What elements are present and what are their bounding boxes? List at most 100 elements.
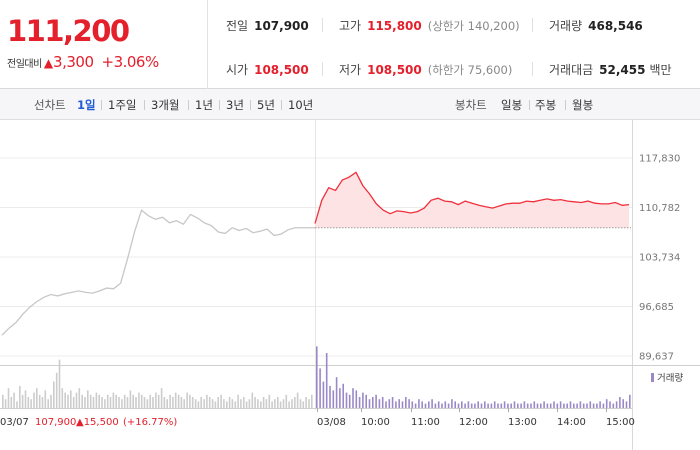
divider [322, 62, 323, 76]
volume-bar [53, 381, 55, 408]
volume-bar [16, 401, 18, 408]
volume-bar [322, 381, 325, 408]
y-tick-label: 89,637 [639, 352, 674, 363]
volume-stat: 거래량 468,546 [549, 17, 643, 34]
volume-bar [470, 403, 473, 408]
volume-bar [569, 401, 572, 408]
volume-bar [414, 403, 417, 408]
tab-daily-candle[interactable]: 일봉 [501, 98, 523, 112]
volume-bar [245, 401, 248, 408]
volume-bar [262, 397, 265, 408]
volume-bar [129, 390, 132, 408]
volume-bar [180, 397, 183, 408]
volume-bar [464, 403, 466, 408]
volume-bar [602, 403, 605, 408]
volume-bar [36, 388, 38, 408]
footer-change: ▲15,500 [76, 417, 119, 428]
volume-bar [126, 397, 129, 408]
volume-bar [408, 399, 410, 408]
volume-bar [123, 394, 126, 408]
volume-bar [155, 392, 157, 408]
volume-bar [294, 397, 296, 408]
quote-panel: 111,200 전일대비 ▲3,300 +3.06% 전일 107,900 고가 115… [0, 0, 700, 89]
volume-bar [348, 394, 351, 408]
volume-bar [33, 392, 35, 408]
change-amount: 3,300 [53, 53, 94, 71]
volume-bar [237, 394, 239, 408]
volume-bar [121, 399, 123, 408]
x-tick-label: 12:00 [459, 417, 488, 428]
volume-bar [254, 397, 256, 408]
tab-divider [565, 100, 566, 110]
price-chart-svg: 117,830 110,782 103,734 96,685 89,637 거래량 03… [0, 120, 700, 450]
volume-bar [335, 377, 338, 408]
volume-bar [510, 403, 512, 408]
tab-1year[interactable]: 1년 [195, 98, 213, 112]
volume-bar [101, 397, 103, 408]
volume-bar [30, 399, 32, 408]
volume-bar [146, 399, 149, 408]
volume-bar [248, 399, 251, 408]
volume-bar [424, 403, 427, 408]
prev-session-series [1, 209, 315, 336]
amount-value: 52,455 [599, 63, 646, 77]
volume-bar [163, 397, 166, 408]
volume-bar [152, 397, 154, 408]
lower-limit: (하한가 75,600) [427, 63, 513, 77]
volume-bar [523, 401, 526, 408]
chart-tab-bar: 선차트 1일 1주일 3개월 1년 3년 5년 10년 봉차트 일봉 주봉 월봉 [0, 89, 700, 120]
volume-bar [576, 403, 578, 408]
current-session-area [315, 172, 629, 228]
volume-bar [352, 388, 354, 408]
volume-bar [401, 401, 404, 408]
volume-bar [78, 388, 81, 408]
volume-bar [362, 392, 364, 408]
volume-bar [579, 401, 582, 408]
volume-bar [268, 394, 271, 408]
volume-bar [257, 399, 259, 408]
volume-bar [503, 401, 506, 408]
volume-bar [38, 394, 41, 408]
tab-3month[interactable]: 3개월 [151, 98, 180, 112]
tab-weekly-candle[interactable]: 주봉 [535, 98, 557, 112]
open-value: 108,500 [254, 63, 309, 77]
upper-limit: (상한가 140,200) [427, 19, 520, 33]
price-chart[interactable]: 117,830 110,782 103,734 96,685 89,637 거래량 03… [0, 120, 700, 450]
volume-bar [556, 403, 559, 408]
low-value: 108,500 [367, 63, 422, 77]
volume-bar [271, 401, 273, 408]
tab-5year[interactable]: 5년 [257, 98, 275, 112]
volume-bar [228, 397, 231, 408]
volume-bar [566, 403, 568, 408]
volume-bar [112, 392, 115, 408]
volume-bar [72, 397, 75, 408]
volume-bar [138, 392, 140, 408]
volume-bar [474, 403, 476, 408]
tab-3year[interactable]: 3년 [226, 98, 244, 112]
volume-bar [191, 397, 194, 408]
volume-bar [381, 397, 384, 408]
volume-bar [81, 394, 83, 408]
tab-monthly-candle[interactable]: 월봉 [572, 98, 594, 112]
volume-bar [375, 394, 377, 408]
volume-bar [454, 401, 456, 408]
volume-bar [329, 386, 331, 408]
volume-bar [500, 403, 503, 408]
volume-bar [395, 401, 397, 408]
tab-10year[interactable]: 10년 [288, 98, 314, 112]
up-triangle-icon: ▲ [43, 56, 54, 70]
volume-bar [372, 397, 374, 408]
volume-bar [467, 401, 470, 408]
tab-1day[interactable]: 1일 [77, 98, 96, 112]
volume-bar [589, 401, 592, 408]
volume-bar [418, 399, 420, 408]
volume-bar [160, 388, 163, 408]
volume-bar [206, 394, 208, 408]
tab-1week[interactable]: 1주일 [108, 98, 137, 112]
volume-bar [553, 401, 555, 408]
volume-bar [299, 399, 302, 408]
volume-bar [543, 401, 545, 408]
volume-bar [513, 401, 516, 408]
volume-bar [24, 390, 27, 408]
volume-bar [437, 401, 440, 408]
